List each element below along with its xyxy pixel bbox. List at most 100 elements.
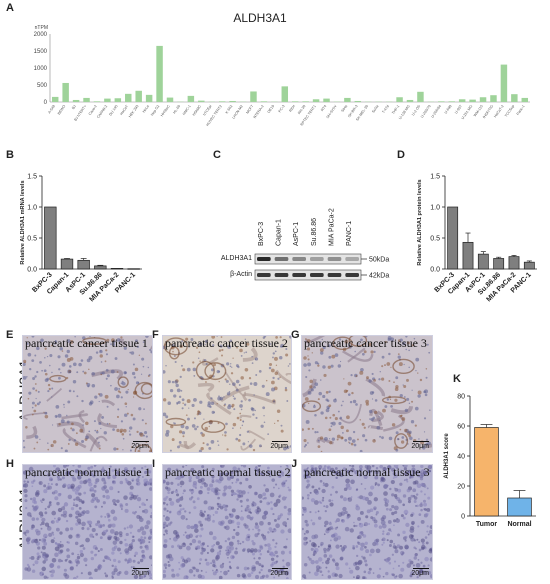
marker-label: 50kDa [369, 257, 389, 264]
bar [438, 101, 445, 102]
bar [281, 86, 289, 102]
panel-label-j: J [291, 458, 298, 470]
y-tick-label: 500 [37, 83, 48, 89]
bar [447, 206, 459, 270]
panel-label-b: B [6, 149, 14, 161]
panel-label-g: G [291, 329, 300, 341]
bar [127, 268, 140, 270]
y-tick-label: 40 [457, 454, 465, 461]
bar [114, 98, 122, 102]
lane-label: Su.86.86 [311, 218, 318, 246]
y-tick-label: 1500 [34, 49, 48, 55]
scale-label: 20μm [270, 443, 288, 450]
scale-bar [133, 440, 149, 442]
y-tick-label: 1000 [34, 66, 48, 72]
bar [77, 259, 90, 270]
x-tick-label: SiHa [340, 104, 348, 113]
scale-label: 20μm [270, 570, 288, 577]
y-tick-label: 1.0 [27, 205, 37, 212]
panel-label-e: E [6, 329, 14, 341]
x-tick-label: U-698 [444, 104, 453, 114]
x-tick-label: TCCSup [504, 104, 515, 118]
x-tick-label: U-266/70 [420, 104, 432, 118]
x-tick-label: BJ [71, 104, 77, 110]
panel-label-d: D [397, 149, 405, 161]
bar [474, 427, 499, 517]
bar [469, 99, 476, 102]
bar [145, 94, 153, 102]
bar [521, 97, 529, 102]
western-blot: BxPC-3 Capan-1 AsPC-1 Su.86.86 MIA PaCa-2 PAN… [215, 162, 395, 292]
lane-label: Capan-1 [276, 219, 283, 246]
x-tick-label: Tumor [476, 521, 498, 528]
x-tick-label: CAPAN-2 [96, 104, 108, 119]
bar [477, 253, 489, 270]
y-axis-label: Relative ALDH3A1 protein levels [417, 179, 423, 265]
ihc-cancer-tissue-3: pancreatic cancer tissue 3 20μm [301, 335, 433, 453]
blot-band [257, 257, 271, 261]
blot-strip [254, 253, 362, 265]
bar [250, 91, 257, 102]
tissue-caption: pancreatic normal tissue 1 [25, 465, 151, 479]
bar [44, 206, 57, 270]
x-tick-label: U-2 OS [411, 104, 421, 117]
bar [198, 100, 205, 102]
blot-band [274, 273, 289, 277]
blot-band [327, 257, 342, 261]
bar [135, 90, 142, 102]
scale-bar [413, 440, 429, 442]
y-tick-label: 0 [461, 514, 465, 521]
x-tick-label: PC-3 [278, 104, 286, 113]
x-tick-label: SH-SY5Y [326, 104, 338, 119]
chart-title: ALDH3A1 [233, 11, 287, 25]
x-tick-label: BEWO [57, 104, 67, 115]
x-tick-label: K-562 [225, 104, 234, 114]
blot-band [310, 257, 324, 261]
bar [60, 258, 74, 270]
y-tick-label: 0.5 [27, 236, 37, 243]
bar [218, 101, 226, 102]
x-tick-label: RH-30 [297, 104, 306, 115]
bar [479, 97, 487, 102]
bar [523, 261, 535, 270]
lane-label: AsPC-1 [293, 222, 300, 246]
y-tick-label: 60 [457, 424, 465, 431]
x-tick-label: HeLa [142, 104, 150, 113]
x-tick-label: Hep G2 [150, 104, 160, 116]
chart-k-score: 0 20 40 60 80 ALDH3A1 score Tumor Normal [444, 394, 536, 528]
x-tick-label: HaCaT-2 [493, 104, 505, 118]
bar [166, 97, 174, 102]
blot-band [257, 273, 271, 277]
bar [94, 265, 107, 270]
bar [156, 45, 163, 102]
blot-band [345, 257, 359, 261]
lane-label: MIA PaCa-2 [329, 208, 336, 246]
x-tick-label: U-937 [454, 104, 463, 114]
x-tick-label: Normal [507, 521, 531, 528]
x-tick-label: SK-BR-3 [347, 104, 358, 118]
blot-band [345, 273, 359, 277]
bar [260, 101, 268, 102]
bar [344, 97, 351, 102]
scale-bar [413, 567, 429, 569]
panel-label-f: F [152, 329, 159, 341]
ihc-normal-tissue-1: pancreatic normal tissue 1 20μm [22, 464, 153, 580]
blot-band [292, 257, 306, 261]
scale-label: 20μm [131, 570, 149, 577]
x-tick-label: REH [288, 104, 296, 113]
x-tick-label: T-47d [381, 104, 390, 114]
y-tick-label: 20 [457, 484, 465, 491]
y-tick-label: 1.0 [430, 205, 440, 212]
x-tick-label: HL-60 [172, 104, 181, 114]
tissue-caption: pancreatic normal tissue 3 [304, 465, 430, 479]
x-tick-label: fHDF/TIG [482, 104, 494, 119]
bar [323, 98, 330, 102]
panel-label-c: C [213, 149, 221, 161]
x-tick-label: HMC-1 [182, 104, 192, 116]
blot-band [292, 273, 306, 277]
y-tick-label: 1.5 [430, 174, 440, 181]
y-tick-label: 80 [457, 394, 465, 401]
scale-bar [133, 567, 149, 569]
